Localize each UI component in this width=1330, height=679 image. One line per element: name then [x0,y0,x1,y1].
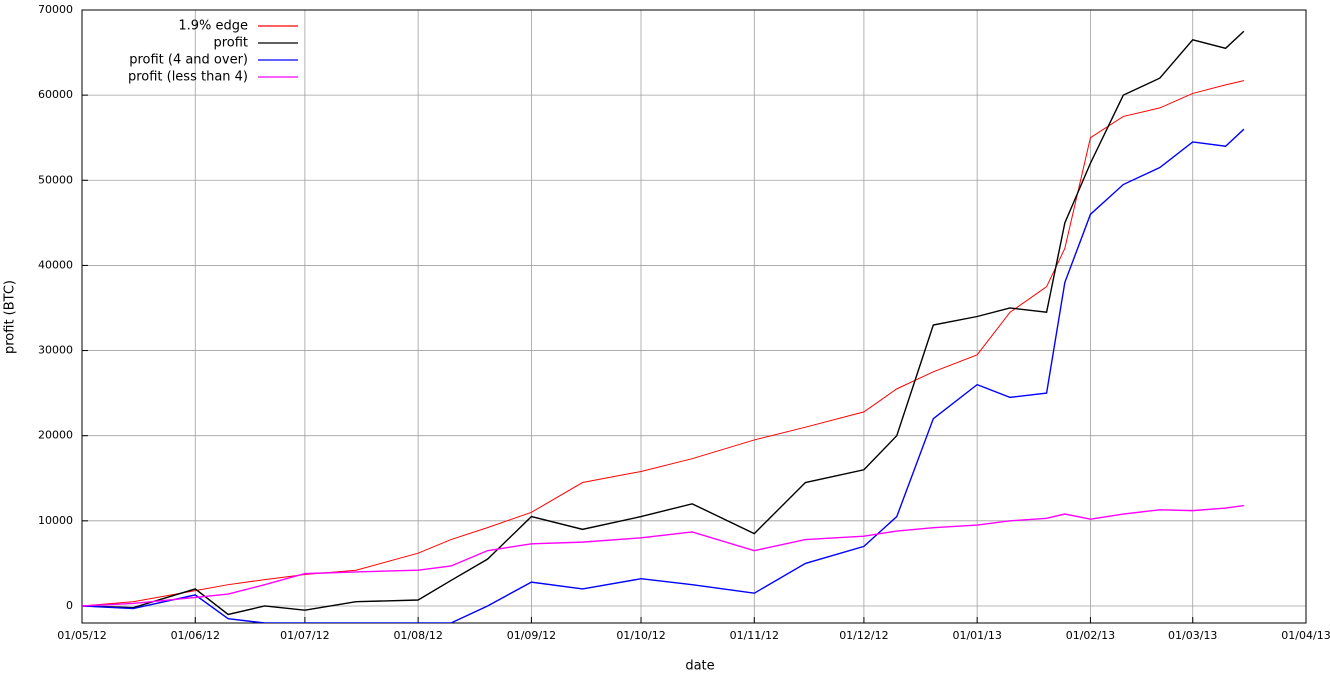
legend-label: profit (less than 4) [128,70,248,85]
x-tick-label: 01/09/12 [507,629,556,642]
series-line [82,30,1245,616]
series-line [82,128,1245,623]
x-tick-label: 01/03/13 [1168,629,1217,642]
x-tick-label: 01/08/12 [393,629,442,642]
x-axis-title: date [685,659,714,674]
y-tick-label: 0 [66,599,73,612]
x-tick-label: 01/01/13 [952,629,1001,642]
y-tick-label: 10000 [38,514,73,527]
legend-label: profit (4 and over) [129,53,248,68]
lines [82,30,1245,623]
x-tick-label: 01/11/12 [730,629,779,642]
y-axis-title: profit (BTC) [3,280,18,354]
x-tick-label: 01/06/12 [171,629,220,642]
y-tick-label: 30000 [38,344,73,357]
x-tick-label: 01/10/12 [616,629,665,642]
y-tick-label: 20000 [38,429,73,442]
series-line [82,80,1245,607]
series-line [82,504,1244,607]
x-tick-label: 01/02/13 [1066,629,1115,642]
y-tick-label: 40000 [38,258,73,271]
x-tick-label: 01/07/12 [280,629,329,642]
y-tick-label: 60000 [38,88,73,101]
x-tick-label: 01/04/13 [1281,629,1330,642]
x-tick-label: 01/12/12 [839,629,888,642]
legend-label: profit [213,36,248,51]
y-tick-label: 50000 [38,173,73,186]
y-tick-label: 70000 [38,3,73,16]
x-tick-label: 01/05/12 [57,629,106,642]
plot-frame [81,9,1307,624]
legend-label: 1.9% edge [178,19,248,34]
labels: 0 10000 20000 30000 40000 50000 60000 70000 01/0… [38,3,1330,642]
